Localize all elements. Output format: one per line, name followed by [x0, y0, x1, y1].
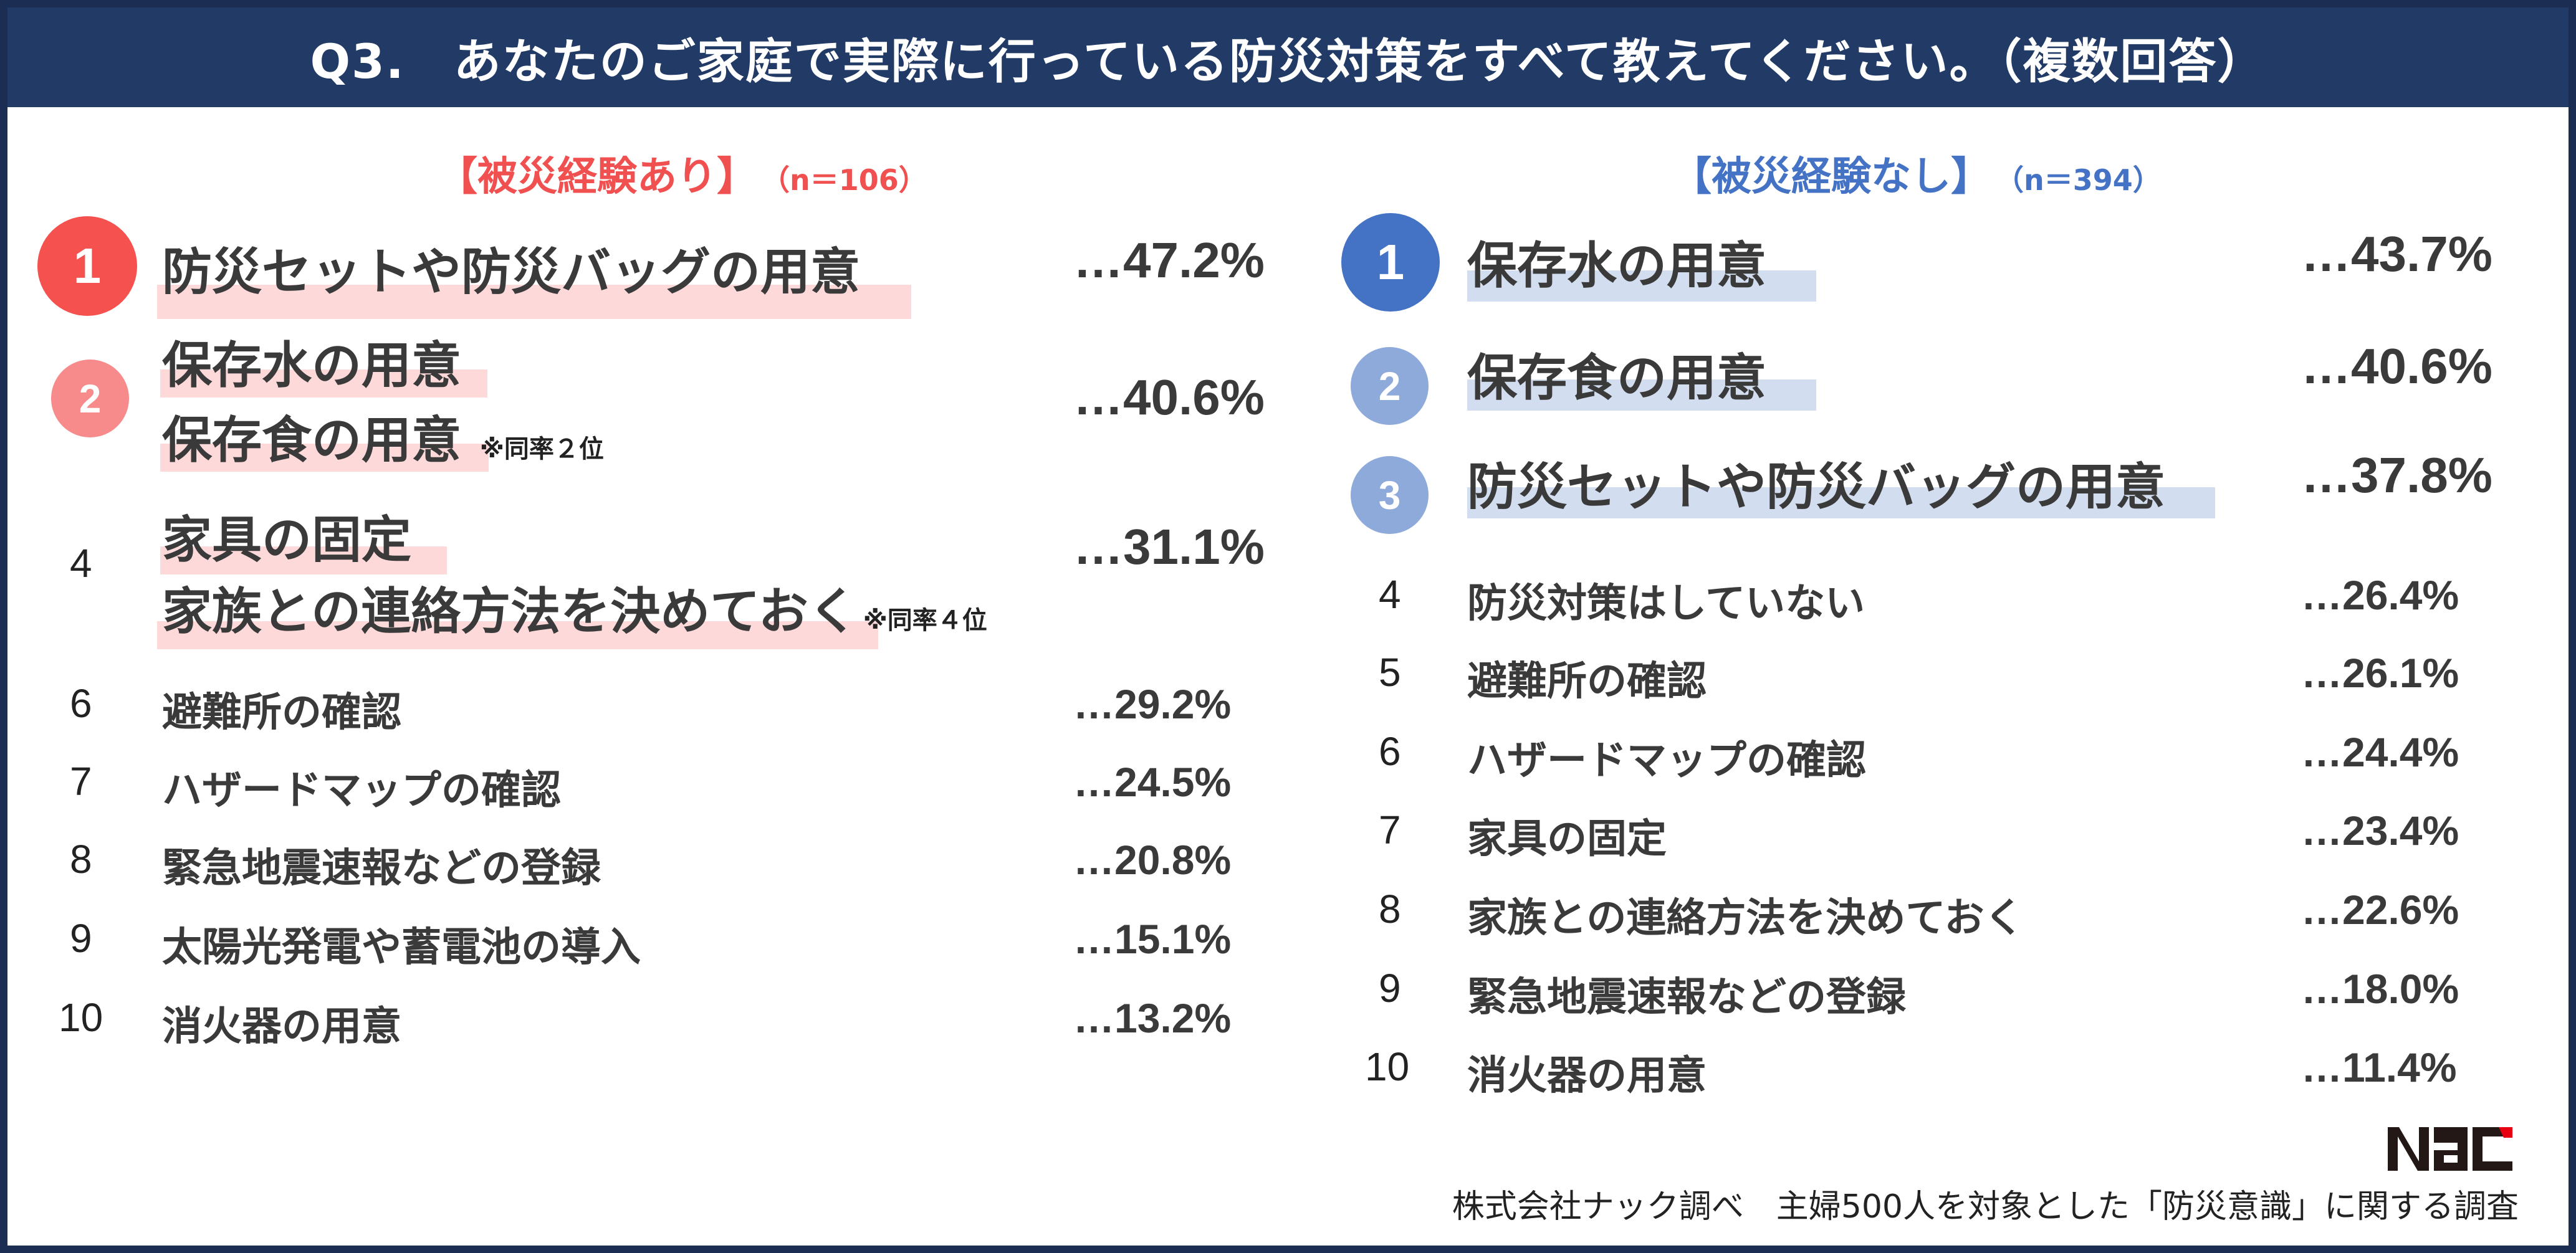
sample-size: （n＝394）: [2009, 163, 2162, 197]
nac-logo: [2388, 1127, 2512, 1171]
rank-2-badge: 2: [1351, 347, 1429, 425]
item-percent: …18.0%: [2301, 966, 2459, 1012]
item-label: 家具の固定: [162, 511, 411, 569]
item-percent: …23.4%: [2301, 808, 2459, 854]
item-label: 太陽光発電や蓄電池の導入: [162, 925, 641, 971]
rank-number: 6: [70, 681, 92, 726]
item-percent: …43.7%: [2301, 226, 2492, 282]
item-percent: …24.5%: [1073, 759, 1232, 805]
rank-1-badge: 1: [1341, 213, 1440, 312]
panel-title-text: 【被災経験あり】: [438, 154, 757, 200]
item-percent: …31.1%: [1073, 519, 1265, 574]
rank-number: 9: [70, 916, 92, 961]
item-label: 保存食の用意 ※同率２位: [162, 411, 604, 469]
item-label: ハザードマップの確認: [162, 768, 561, 814]
item-label: 緊急地震速報などの登録: [162, 846, 601, 892]
item-percent: …11.4%: [2301, 1044, 2457, 1090]
highlight-bar: [157, 285, 911, 319]
item-percent: …29.2%: [1073, 681, 1232, 727]
item-percent: …40.6%: [2301, 338, 2492, 394]
item-percent: …15.1%: [1073, 916, 1232, 962]
item-percent: …26.4%: [2301, 572, 2459, 618]
question-title: Q3. あなたのご家庭で実際に行っている防災対策をすべて教えてください。（複数回…: [310, 34, 2266, 89]
item-label: ハザードマップの確認: [1467, 738, 1866, 784]
item-percent: …40.6%: [1073, 369, 1265, 425]
highlight-bar: [160, 369, 487, 398]
item-percent: …22.6%: [2301, 887, 2459, 933]
item-percent: …37.8%: [2301, 447, 2492, 503]
source-note: 株式会社ナック調べ 主婦500人を対象とした「防災意識」に関する調査: [1452, 1188, 2519, 1226]
item-label: 家族との連絡方法を決めておく: [1467, 895, 2024, 941]
highlight-bar: [157, 621, 878, 649]
item-percent: …20.8%: [1073, 837, 1232, 883]
tie-note: ※同率４位: [863, 606, 987, 635]
item-label: 保存水の用意: [1467, 237, 1766, 295]
highlight-bar: [160, 546, 447, 574]
item-percent: …47.2%: [1073, 232, 1265, 288]
rank-number: 9: [1379, 966, 1401, 1011]
rank-number: 7: [70, 759, 92, 804]
item-label: 防災セットや防災バッグの用意: [162, 243, 860, 301]
item-label: 防災対策はしていない: [1467, 581, 1865, 627]
item-label: 防災セットや防災バッグの用意: [1467, 458, 2165, 516]
infographic: Q3. あなたのご家庭で実際に行っている防災対策をすべて教えてください。（複数回…: [4, 4, 2572, 1249]
rank-number: 8: [1379, 887, 1401, 931]
tie-note: ※同率２位: [480, 435, 604, 464]
rank-2-badge: 2: [51, 360, 129, 437]
rank-number: 8: [70, 837, 92, 882]
panel-title-text: 【被災経験なし】: [1672, 154, 1991, 200]
rank-3-badge: 3: [1351, 456, 1429, 534]
sample-size: （n＝106）: [775, 163, 927, 197]
rank-number: 4: [70, 541, 92, 586]
item-percent: …24.4%: [2301, 729, 2459, 775]
rank-number: 6: [1379, 729, 1401, 774]
item-percent: …26.1%: [2301, 650, 2459, 696]
rank-number: 10: [59, 995, 103, 1040]
item-label: 緊急地震速報などの登録: [1467, 974, 1906, 1021]
highlight-bar: [1467, 487, 2215, 518]
item-label: 避難所の確認: [162, 690, 401, 736]
panel-title: 【被災経験あり】 （n＝106）: [438, 145, 927, 202]
item-label: 保存水の用意: [162, 336, 461, 394]
item-percent: …13.2%: [1073, 995, 1232, 1041]
item-label: 避難所の確認: [1467, 659, 1707, 705]
highlight-bar: [1467, 270, 1816, 302]
rank-number: 4: [1379, 572, 1401, 617]
item-label: 家族との連絡方法を決めておく ※同率４位: [162, 583, 987, 641]
highlight-bar: [1467, 379, 1816, 411]
highlight-bar: [160, 444, 489, 472]
question-header: Q3. あなたのご家庭で実際に行っている防災対策をすべて教えてください。（複数回…: [7, 7, 2569, 107]
panel-title: 【被災経験なし】 （n＝394）: [1672, 145, 2162, 202]
rank-number: 7: [1379, 808, 1401, 852]
item-label: 消火器の用意: [162, 1004, 401, 1050]
item-label: 家具の固定: [1467, 816, 1667, 862]
rank-1-badge: 1: [37, 216, 137, 316]
item-label: 保存食の用意: [1467, 349, 1766, 407]
rank-number: 10: [1365, 1044, 1410, 1089]
rank-number: 5: [1379, 650, 1401, 695]
item-label: 消火器の用意: [1467, 1053, 1707, 1099]
